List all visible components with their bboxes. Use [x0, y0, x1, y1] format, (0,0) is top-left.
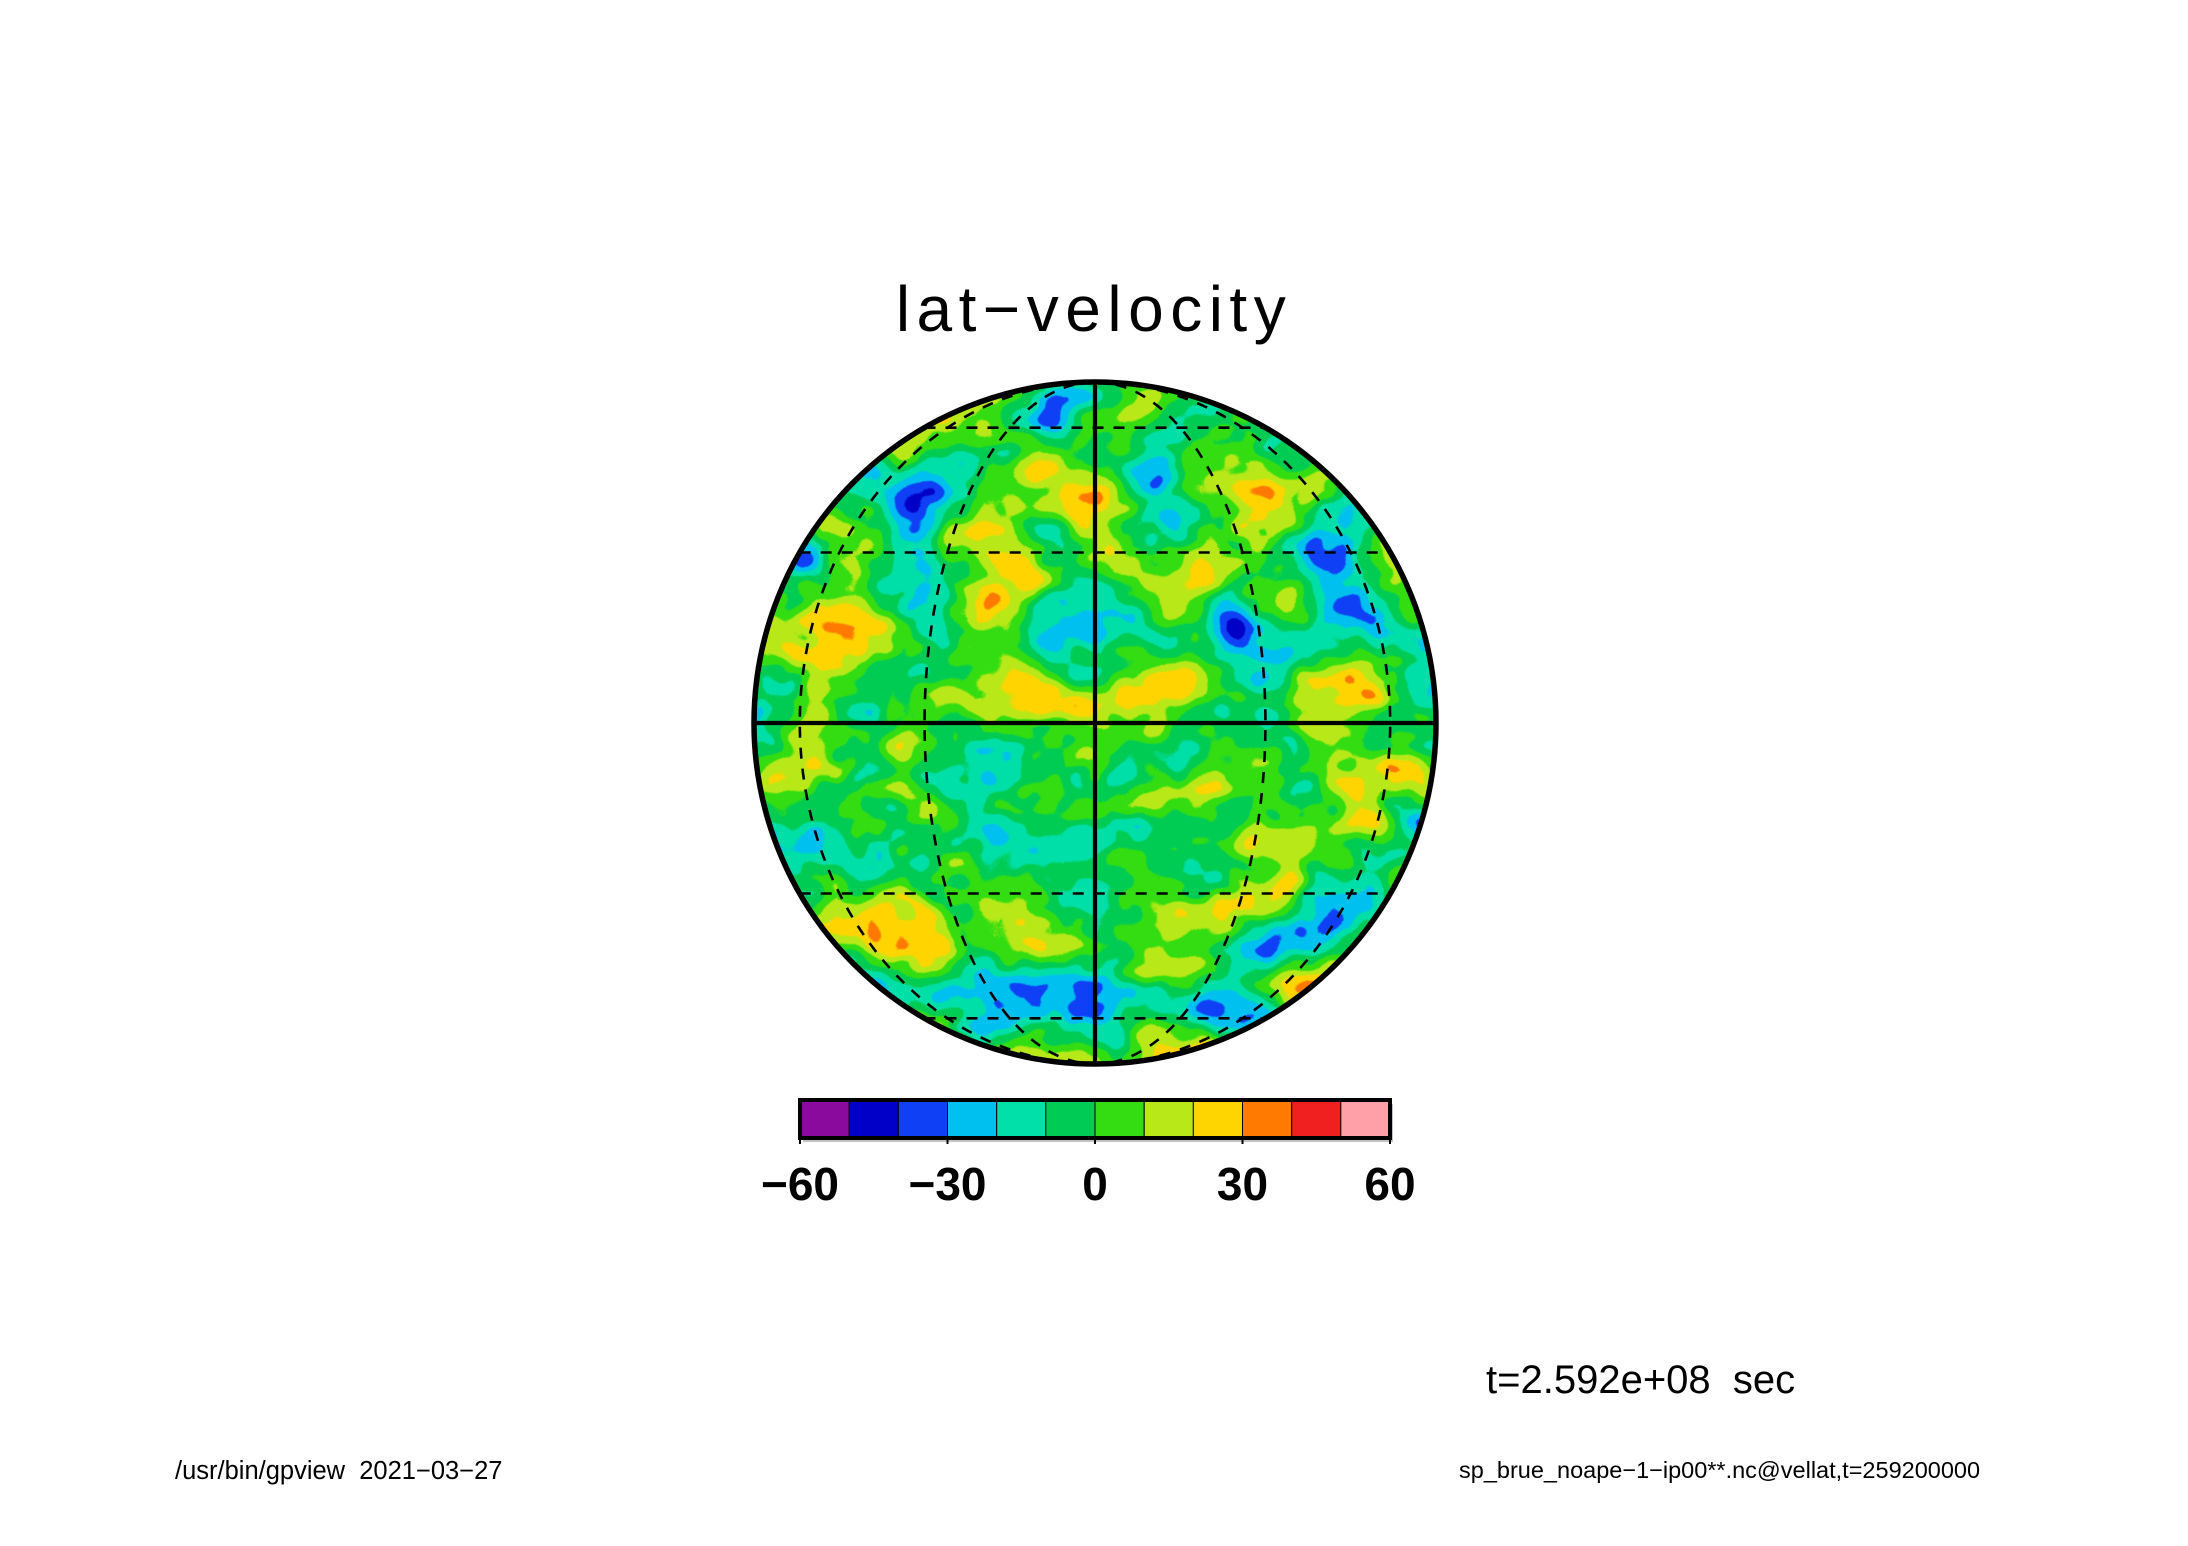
- svg-text:30: 30: [1217, 1158, 1268, 1210]
- svg-text:−30: −30: [908, 1158, 986, 1210]
- svg-text:60: 60: [1364, 1158, 1415, 1210]
- svg-text:0: 0: [1082, 1158, 1108, 1210]
- svg-text:−60: −60: [761, 1158, 839, 1210]
